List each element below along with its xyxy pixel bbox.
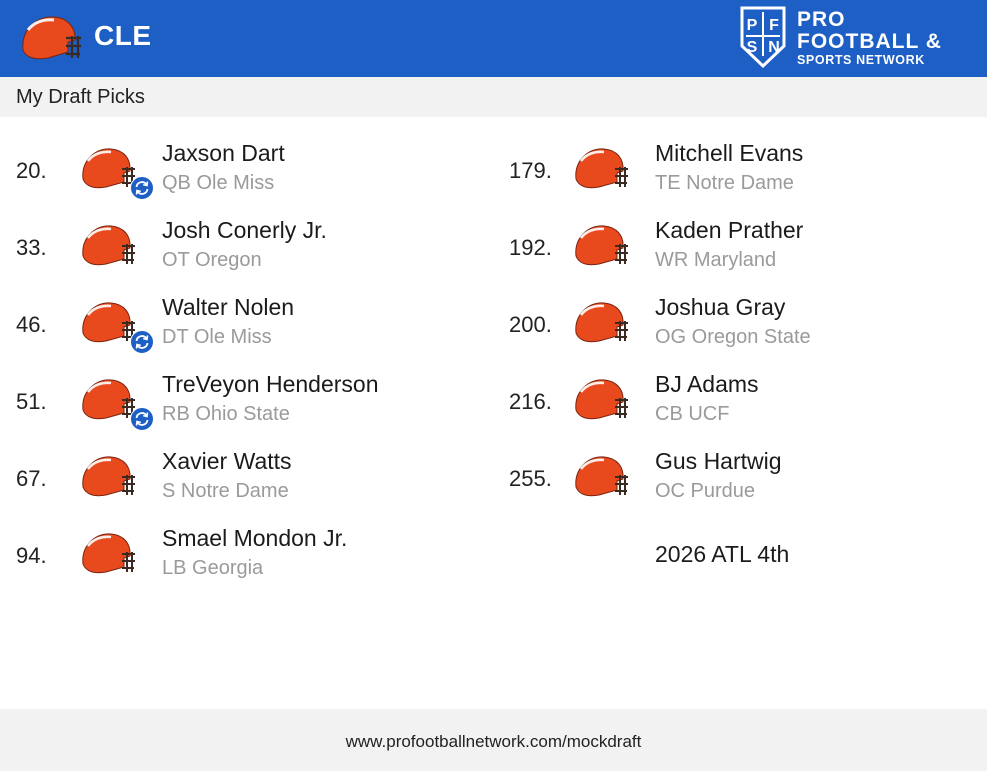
draft-pick-row[interactable]: 94. Smael Mondon Jr. LB Georgia (0, 525, 987, 601)
helmet-icon (82, 456, 135, 497)
pfsn-logo[interactable]: P F S N PRO FOOTBALL & SPORTS NETWORK (740, 6, 980, 70)
pick-number: 216. (509, 389, 552, 414)
pick-number: 255. (509, 466, 552, 491)
pick-number: 94. (16, 543, 47, 568)
helmet-icon (82, 533, 135, 574)
helmet-icon (82, 225, 135, 266)
trade-icon (130, 176, 154, 200)
player-name: Kaden Prather (655, 217, 804, 243)
player-position-school: WR Maryland (655, 249, 777, 271)
pick-number: 192. (509, 235, 552, 260)
pick-number: 46. (16, 312, 47, 337)
draft-pick-row[interactable]: 46. Walter Nolen DT Ole Miss (0, 294, 987, 370)
pick-number: 51. (16, 389, 47, 414)
player-position-school: S Notre Dame (162, 480, 289, 502)
player-name: Smael Mondon Jr. (162, 525, 348, 551)
player-position-school: LB Georgia (162, 557, 264, 579)
draft-pick-row[interactable]: 20. Jaxson Dart QB Ole Miss (0, 140, 987, 216)
pfsn-wordmark: PRO FOOTBALL & SPORTS NETWORK (797, 9, 942, 67)
section-header: My Draft Picks (0, 77, 987, 117)
draft-pick-row[interactable]: 216. BJ Adams CB UCF (0, 371, 987, 447)
helmet-icon (575, 148, 628, 189)
brand-line-2: FOOTBALL & (797, 30, 942, 53)
draft-pick-row[interactable]: 200. Joshua Gray OG Oregon State (0, 294, 987, 370)
helmet-icon (82, 148, 135, 189)
player-position-school: TE Notre Dame (655, 172, 794, 194)
draft-pick-row[interactable]: 255. Gus Hartwig OC Purdue (0, 448, 987, 524)
draft-pick-row[interactable]: 179. Mitchell Evans TE Notre Dame (0, 140, 987, 216)
player-name: Josh Conerly Jr. (162, 217, 327, 243)
svg-text:N: N (768, 39, 780, 56)
pick-number: 200. (509, 312, 552, 337)
player-name: BJ Adams (655, 371, 759, 397)
trade-icon (130, 330, 154, 354)
draft-pick-row[interactable]: 192. Kaden Prather WR Maryland (0, 217, 987, 293)
pick-number: 179. (509, 158, 552, 183)
player-position-school: OC Purdue (655, 480, 756, 502)
helmet-icon (575, 225, 628, 266)
section-title: My Draft Picks (16, 86, 145, 108)
footer-bar: www.profootballnetwork.com/mockdraft (0, 709, 987, 771)
player-position-school: OT Oregon (162, 249, 262, 271)
draft-pick-row[interactable]: 51. TreVeyon Henderson RB Ohio State (0, 371, 987, 447)
draft-pick-row[interactable]: 33. Josh Conerly Jr. OT Oregon (0, 217, 987, 293)
player-name: Jaxson Dart (162, 140, 285, 166)
player-position-school: DT Ole Miss (162, 326, 272, 348)
player-name: Gus Hartwig (655, 448, 782, 474)
player-position-school: CB UCF (655, 403, 730, 425)
player-name: Mitchell Evans (655, 140, 804, 166)
helmet-icon (575, 456, 628, 497)
svg-text:S: S (747, 39, 758, 56)
future-pick-label: 2026 ATL 4th (655, 541, 790, 567)
pfsn-shield-icon: P F S N (740, 6, 786, 68)
helmet-icon (82, 379, 135, 420)
helmet-icon (575, 302, 628, 343)
pick-number: 67. (16, 466, 47, 491)
header-bar: CLE P F S N PRO FOOTBALL & SPORTS NETWOR… (0, 0, 987, 77)
svg-text:F: F (769, 17, 779, 34)
player-position-school: RB Ohio State (162, 403, 290, 425)
draft-pick-row[interactable]: 67. Xavier Watts S Notre Dame (0, 448, 987, 524)
player-name: Walter Nolen (162, 294, 295, 320)
svg-text:P: P (747, 17, 758, 34)
helmet-icon (22, 16, 81, 60)
player-name: Joshua Gray (655, 294, 786, 320)
player-position-school: OG Oregon State (655, 326, 811, 348)
pick-number: 33. (16, 235, 47, 260)
footer-url-link[interactable]: www.profootballnetwork.com/mockdraft (345, 732, 642, 751)
player-position-school: QB Ole Miss (162, 172, 275, 194)
pick-number: 20. (16, 158, 47, 183)
player-name: TreVeyon Henderson (162, 371, 379, 397)
trade-icon (130, 407, 154, 431)
helmet-icon (575, 379, 628, 420)
player-name: Xavier Watts (162, 448, 292, 474)
brand-line-3: SPORTS NETWORK (797, 53, 925, 67)
brand-line-1: PRO (797, 8, 846, 31)
helmet-icon (82, 302, 135, 343)
team-abbreviation: CLE (94, 20, 152, 51)
